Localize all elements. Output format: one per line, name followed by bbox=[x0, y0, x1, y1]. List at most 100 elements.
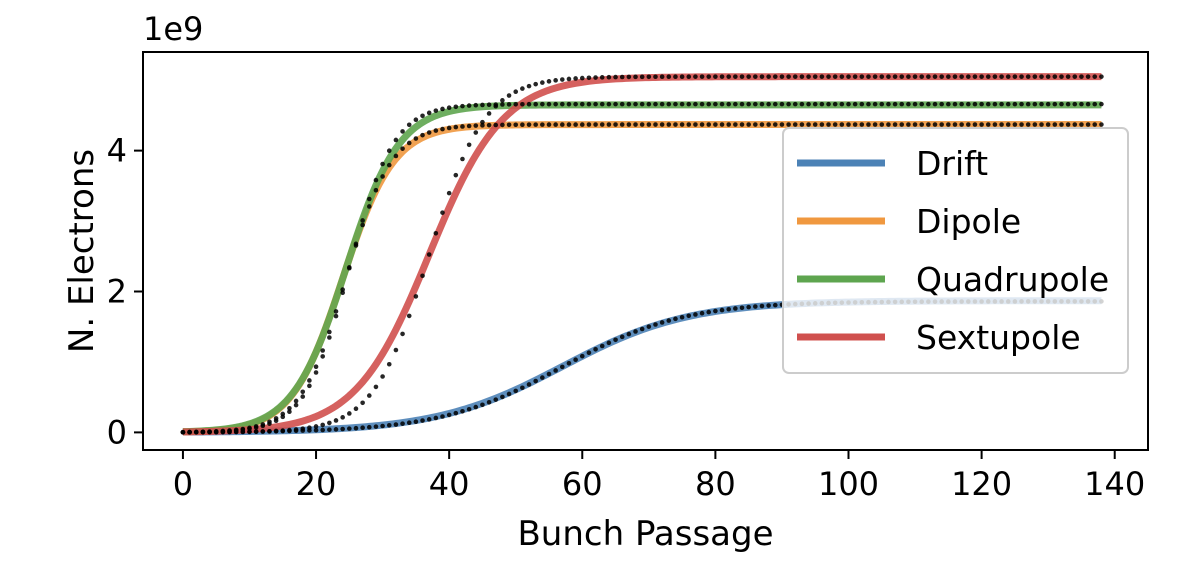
data-point bbox=[992, 122, 998, 127]
data-point bbox=[792, 74, 798, 79]
data-point bbox=[406, 420, 412, 426]
data-point bbox=[327, 329, 332, 335]
data-point bbox=[939, 101, 944, 107]
data-point bbox=[799, 101, 805, 107]
legend-label-drift: Drift bbox=[916, 144, 988, 183]
data-point bbox=[426, 417, 432, 422]
data-point bbox=[493, 103, 499, 109]
data-point bbox=[912, 74, 918, 79]
data-point bbox=[1045, 74, 1051, 79]
data-point bbox=[340, 415, 345, 420]
data-point bbox=[393, 137, 399, 143]
data-point bbox=[220, 429, 226, 435]
data-point bbox=[333, 427, 339, 432]
data-point bbox=[959, 122, 964, 127]
data-point bbox=[859, 122, 865, 127]
data-point bbox=[1012, 74, 1018, 79]
data-point bbox=[626, 122, 632, 127]
series-points-sextupole bbox=[180, 74, 1104, 435]
y-axis-label: N. Electrons bbox=[62, 149, 102, 353]
data-point bbox=[353, 406, 359, 411]
data-point bbox=[287, 405, 292, 411]
data-point bbox=[646, 324, 652, 329]
data-point bbox=[353, 241, 359, 247]
data-point bbox=[812, 101, 818, 107]
data-point bbox=[520, 86, 525, 91]
data-point bbox=[560, 122, 565, 127]
data-point bbox=[699, 74, 705, 79]
x-tick-label: 140 bbox=[1084, 465, 1145, 503]
data-point bbox=[679, 314, 685, 320]
data-point bbox=[440, 106, 445, 112]
data-point bbox=[746, 74, 751, 79]
data-point bbox=[579, 101, 585, 107]
data-point bbox=[719, 74, 725, 79]
data-point bbox=[546, 371, 552, 377]
data-point bbox=[486, 111, 492, 116]
data-point bbox=[340, 290, 345, 296]
data-point bbox=[513, 388, 519, 394]
data-point bbox=[639, 101, 645, 107]
data-point bbox=[946, 74, 951, 79]
data-point bbox=[846, 101, 851, 107]
data-point bbox=[473, 102, 479, 108]
data-point bbox=[759, 101, 765, 107]
data-point bbox=[653, 122, 658, 127]
data-point bbox=[1032, 122, 1038, 127]
data-point bbox=[739, 74, 745, 79]
x-axis-label: Bunch Passage bbox=[517, 514, 773, 554]
data-point bbox=[759, 122, 765, 127]
data-point bbox=[506, 391, 512, 397]
data-point bbox=[613, 337, 618, 343]
data-point bbox=[959, 101, 964, 107]
legend-label-dipole: Dipole bbox=[916, 202, 1021, 241]
data-point bbox=[792, 122, 798, 127]
data-point bbox=[792, 101, 798, 107]
y-tick-label: 4 bbox=[107, 132, 127, 170]
data-point bbox=[659, 74, 665, 80]
data-point bbox=[1079, 101, 1084, 107]
axes-layer: 0 20 40 60 80 100 120 140 0 2 4 bbox=[107, 132, 1146, 503]
data-point bbox=[546, 101, 552, 107]
data-point bbox=[606, 101, 612, 107]
data-point bbox=[759, 74, 765, 79]
data-point bbox=[373, 187, 379, 193]
data-point bbox=[766, 74, 771, 79]
x-tick-label: 100 bbox=[818, 465, 879, 503]
data-point bbox=[466, 123, 472, 129]
data-point bbox=[373, 384, 379, 390]
data-point bbox=[826, 122, 831, 127]
data-point bbox=[460, 124, 465, 129]
data-point bbox=[533, 81, 538, 87]
data-point bbox=[972, 101, 978, 107]
data-point bbox=[693, 122, 698, 127]
data-point bbox=[693, 74, 698, 79]
data-point bbox=[466, 406, 472, 412]
data-point bbox=[1045, 122, 1051, 127]
data-point bbox=[952, 122, 958, 127]
data-point bbox=[360, 425, 365, 431]
data-point bbox=[366, 196, 372, 202]
data-point bbox=[180, 430, 186, 435]
data-point bbox=[440, 126, 445, 132]
data-point bbox=[386, 148, 392, 153]
data-point bbox=[739, 122, 745, 127]
data-point bbox=[333, 418, 339, 423]
data-point bbox=[899, 74, 905, 79]
data-point bbox=[919, 101, 925, 107]
data-point bbox=[293, 398, 299, 404]
data-point bbox=[753, 74, 758, 79]
data-point bbox=[906, 101, 911, 107]
data-point bbox=[606, 340, 612, 346]
y-tick-label: 0 bbox=[107, 413, 127, 451]
data-point bbox=[480, 123, 485, 128]
data-point bbox=[826, 74, 831, 79]
data-point bbox=[586, 350, 592, 355]
data-point bbox=[460, 103, 465, 109]
data-point bbox=[819, 122, 825, 127]
data-point bbox=[500, 122, 505, 128]
data-point bbox=[466, 103, 472, 108]
data-point bbox=[859, 74, 865, 79]
data-point bbox=[320, 427, 326, 433]
data-point bbox=[679, 101, 685, 107]
